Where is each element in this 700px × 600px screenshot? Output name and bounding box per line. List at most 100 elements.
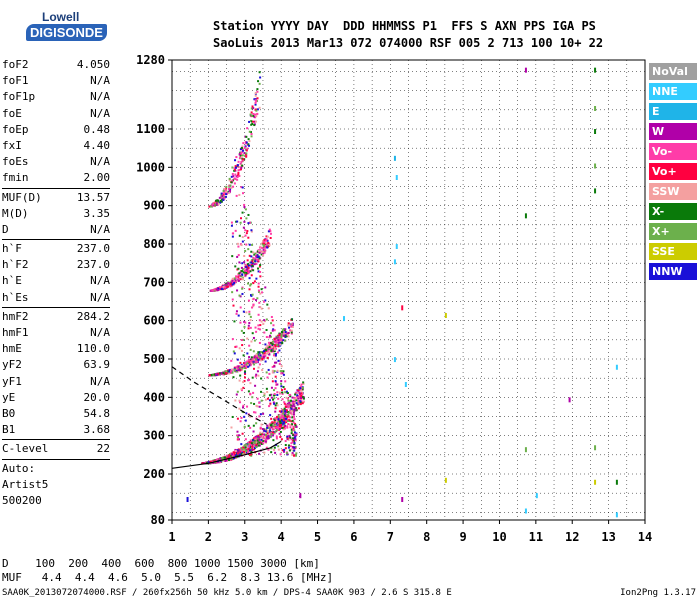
echo-point (255, 354, 258, 357)
param-label: h`F (2, 242, 22, 256)
echo-point (290, 432, 293, 435)
echo-point (262, 252, 265, 255)
echo-point (285, 335, 288, 338)
echo-point (297, 401, 300, 404)
echo-point (228, 191, 231, 194)
echo-point (235, 393, 238, 396)
echo-point (274, 387, 277, 390)
echo-point (267, 241, 270, 244)
echo-point (269, 429, 272, 432)
echo-point (244, 370, 247, 373)
params-group-2: MUF(D) 13.57 M(D) 3.35 D N/A (2, 190, 110, 239)
echo-point (293, 447, 296, 450)
echo-point (289, 436, 292, 439)
echo-point (279, 422, 282, 425)
echo-point (294, 393, 297, 396)
echo-point (292, 421, 295, 424)
echo-point (270, 417, 273, 420)
echo-point (233, 177, 236, 180)
echo-point (242, 446, 245, 449)
echo-point (240, 364, 243, 367)
echo-point (297, 402, 300, 405)
echo-point (263, 433, 266, 436)
echo-point (280, 380, 283, 383)
echo-point (284, 424, 287, 427)
ionospheric-parameters: foF2 4.050 foF1 N/A foF1p N/A foE N/A foEp 0.48 fx… (2, 57, 110, 509)
echo-point (246, 230, 249, 233)
echo-point (227, 369, 230, 372)
echo-point (293, 449, 296, 452)
echo-point (239, 295, 242, 298)
param-value: 20.0 (83, 390, 111, 404)
echo-point (262, 442, 265, 445)
echo-point (234, 165, 237, 168)
echo-point (236, 164, 239, 167)
echo-point (615, 479, 618, 485)
clevel-row: C-level 22 (2, 441, 110, 457)
echo-point (249, 284, 252, 287)
echo-point (255, 100, 258, 103)
echo-point (263, 319, 266, 322)
echo-point (285, 421, 288, 424)
echo-point (245, 149, 248, 152)
echo-point (270, 447, 273, 450)
echo-point (283, 426, 286, 429)
echo-point (247, 359, 250, 362)
echo-point (255, 262, 258, 265)
echo-point (264, 430, 267, 433)
echo-point (243, 380, 246, 383)
echo-point (251, 262, 254, 265)
echo-point (256, 90, 259, 93)
echo-point (275, 437, 278, 440)
echo-point (211, 460, 214, 463)
echo-point (283, 402, 286, 405)
param-row: hmF2 284.2 (2, 309, 110, 325)
echo-point (209, 460, 212, 463)
echo-point (219, 461, 222, 464)
echo-point (252, 114, 255, 117)
echo-point (299, 387, 302, 390)
echo-point (297, 407, 300, 410)
echo-point (244, 361, 247, 364)
echo-point (250, 274, 253, 277)
echo-point (245, 269, 248, 272)
echo-point (282, 339, 285, 342)
echo-point (300, 383, 303, 386)
echo-point (281, 398, 284, 401)
echo-point (275, 361, 278, 364)
echo-point (274, 361, 277, 364)
echo-point (255, 109, 258, 112)
echo-point (238, 274, 241, 277)
echo-point (248, 288, 251, 291)
echo-point (248, 130, 251, 133)
echo-point (249, 315, 252, 318)
echo-point (280, 389, 283, 392)
divider (2, 187, 110, 189)
echo-point (244, 446, 247, 449)
echo-point (224, 191, 227, 194)
echo-point (254, 260, 257, 263)
echo-point (281, 449, 284, 452)
auto-line: 500200 (2, 493, 42, 507)
x-tick-label: 10 (492, 530, 506, 544)
echo-point (216, 458, 219, 461)
echo-point (252, 336, 255, 339)
echo-point (302, 396, 305, 399)
echo-point (241, 292, 244, 295)
legend-item: SSW (649, 183, 697, 200)
echo-point (243, 261, 246, 264)
echo-point (296, 389, 299, 392)
echo-point (272, 347, 275, 350)
echo-point (285, 452, 288, 455)
echo-point (214, 203, 217, 206)
echo-point (275, 418, 278, 421)
echo-point (252, 350, 255, 353)
echo-point (233, 282, 236, 285)
param-label: B1 (2, 423, 16, 437)
echo-point (251, 120, 254, 123)
echo-point (247, 448, 250, 451)
echo-point (258, 82, 261, 85)
echo-point (245, 141, 248, 144)
echo-point (269, 345, 272, 348)
echo-point (268, 405, 271, 408)
